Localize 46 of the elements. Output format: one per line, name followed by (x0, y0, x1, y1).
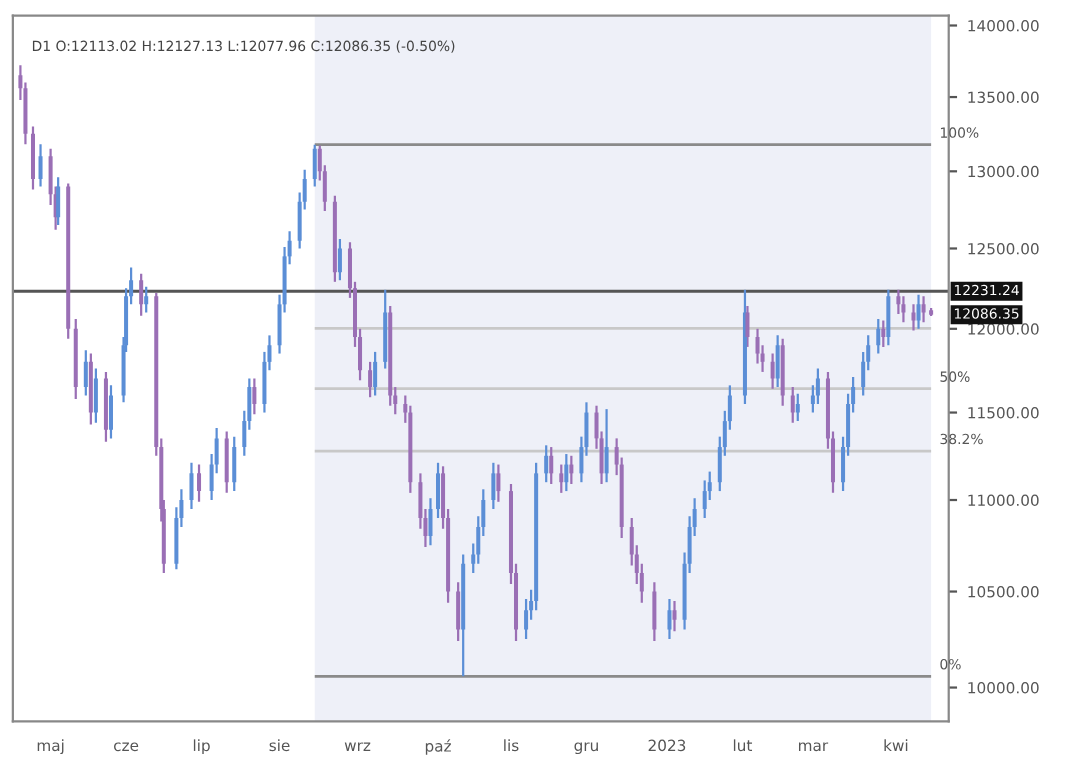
candlestick (896, 288, 901, 316)
candlestick (368, 360, 373, 399)
candlestick (189, 461, 194, 511)
candlestick (144, 285, 149, 314)
candlestick (496, 463, 501, 503)
candlestick (83, 349, 88, 397)
candlestick (139, 272, 144, 317)
candlestick (652, 581, 657, 642)
candlestick (702, 479, 707, 520)
candlestick (881, 319, 886, 349)
candlestick (108, 384, 113, 440)
candlestick (252, 377, 257, 416)
candlestick (876, 317, 881, 355)
candlestick (93, 367, 98, 424)
candlestick (886, 288, 891, 347)
candlestick (436, 461, 441, 520)
candlestick (373, 350, 378, 397)
candlestick (524, 597, 529, 641)
candlestick (224, 430, 229, 494)
candlestick (544, 444, 549, 484)
candlestick (775, 334, 780, 389)
candlestick (667, 597, 672, 641)
candlestick (491, 461, 496, 511)
candlestick (672, 599, 677, 633)
candlestick (197, 463, 202, 503)
candlestick (921, 295, 926, 324)
candlestick (795, 392, 800, 423)
candlestick (901, 295, 906, 324)
candlestick (564, 452, 569, 493)
candlestick (755, 327, 760, 365)
candlestick (815, 367, 820, 406)
candlestick (559, 463, 564, 494)
candlestick (38, 143, 43, 188)
candlestick (549, 445, 554, 486)
candlestick (770, 352, 775, 390)
candlestick (232, 435, 237, 493)
candlestick (30, 125, 35, 191)
candlestick (916, 293, 921, 330)
candlestick (569, 454, 574, 486)
candlestick (456, 581, 461, 642)
candlestick (312, 143, 317, 188)
candlestick (428, 497, 433, 547)
candlestick (911, 303, 916, 332)
candlestick (790, 385, 795, 424)
candlestick (337, 237, 342, 282)
candlestick (604, 408, 609, 484)
